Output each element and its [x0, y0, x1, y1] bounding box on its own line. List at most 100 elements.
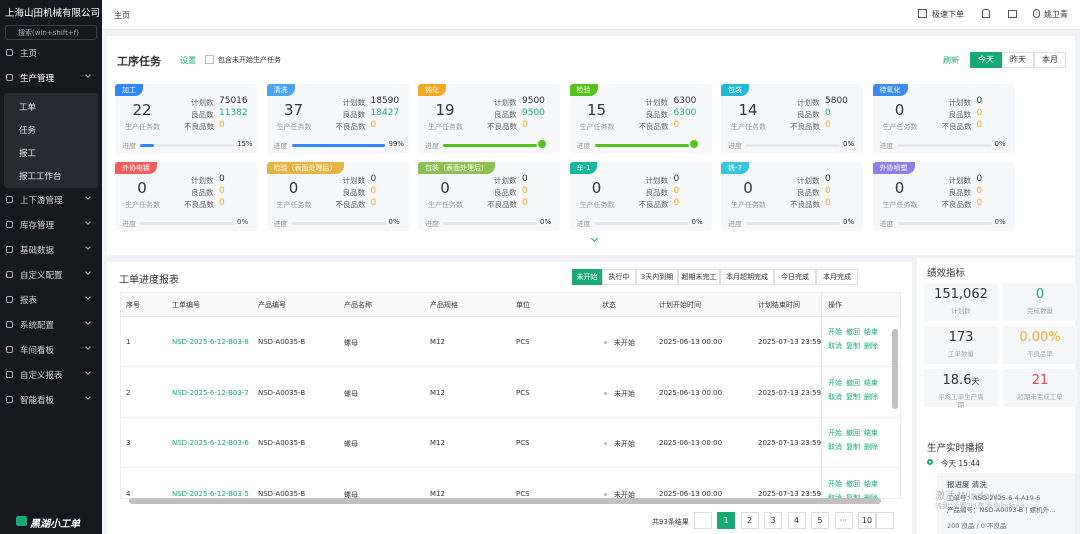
- task-card[interactable]: 待氧化 0 生产任务数 计划数 0 良品数 0 不良品数 0 进度 0%: [872, 84, 1015, 153]
- count-label: 生产任务数: [882, 201, 918, 209]
- quick-order[interactable]: 极速下单: [932, 10, 964, 19]
- menu-arrow: [85, 369, 91, 375]
- action-link[interactable]: 取消: [828, 342, 842, 350]
- action-link[interactable]: 删除: [864, 392, 878, 401]
- progress-track: [746, 144, 840, 147]
- page-button[interactable]: ···: [834, 512, 853, 529]
- filter-tab[interactable]: 执行中: [602, 269, 636, 285]
- menu-item[interactable]: 自定义报表: [20, 371, 63, 381]
- task-card[interactable]: 加工 22 生产任务数 计划数 75016 良品数 11382 不良品数 0 进度 15%: [115, 84, 257, 153]
- progress-track: [746, 222, 840, 225]
- action-link[interactable]: 取消: [828, 392, 842, 401]
- menu-item[interactable]: 自定义配置: [20, 271, 63, 281]
- task-card[interactable]: 检验（表面处理后） 0 生产任务数 计划数 0 良品数 0 不良品数 0 进度 0%: [266, 162, 409, 231]
- cell: 未开始: [614, 389, 635, 398]
- progress-text: 0%: [843, 218, 855, 226]
- page-button[interactable]: 3: [764, 512, 782, 529]
- good-value: 0: [673, 186, 680, 196]
- action-link[interactable]: 开始: [828, 429, 842, 437]
- action-link[interactable]: 结束: [864, 429, 878, 437]
- action-link[interactable]: 撤回: [846, 429, 860, 437]
- filter-tab[interactable]: 未开始: [572, 269, 602, 285]
- task-card[interactable]: 包装 14 生产任务数 计划数 5800 良品数 0 不良品数 0 进度 0%: [721, 84, 863, 153]
- menu-item[interactable]: 报表: [20, 296, 38, 306]
- page-button[interactable]: 4: [787, 512, 806, 529]
- action-link[interactable]: 取消: [828, 443, 842, 451]
- filter-tab[interactable]: 今日完成: [774, 269, 816, 285]
- menu-item[interactable]: 基础数据: [20, 246, 55, 256]
- count-label: 生产任务数: [731, 123, 766, 131]
- refresh[interactable]: 刷新: [943, 56, 959, 65]
- expand-arrow[interactable]: [590, 234, 599, 243]
- action-link[interactable]: 删除: [864, 342, 878, 350]
- icon-print: [1008, 10, 1017, 18]
- page-button[interactable]: 5: [811, 512, 829, 529]
- menu-item[interactable]: 智能看板: [20, 396, 55, 406]
- menu-item[interactable]: 上下游管理: [20, 196, 63, 206]
- menu-item[interactable]: 系统配置: [20, 321, 55, 331]
- count-label: 生产任务数: [579, 123, 615, 131]
- page-button[interactable]: 10: [858, 512, 876, 529]
- submenu-item[interactable]: 工单: [19, 103, 37, 113]
- task-card[interactable]: 清洗 37 生产任务数 计划数 18590 良品数 18427 不良品数 0 进度 99%: [266, 84, 409, 153]
- user[interactable]: 姚卫青: [1044, 10, 1068, 19]
- action-link[interactable]: 开始: [828, 328, 842, 336]
- filter-tab[interactable]: 本月超期完成: [720, 269, 774, 285]
- column-header: 产品编号: [258, 301, 286, 309]
- count-label: 生产任务数: [276, 123, 312, 131]
- action-link[interactable]: 撤回: [846, 479, 860, 488]
- task-card[interactable]: 铣-7 0 生产任务数 计划数 0 良品数 0 不良品数 0 进度 0%: [721, 162, 863, 231]
- action-link[interactable]: 复制: [846, 342, 860, 350]
- submenu-item[interactable]: 任务: [19, 126, 37, 136]
- task-card[interactable]: 外协喷塑 0 生产任务数 计划数 0 良品数 0 不良品数 0 进度 0%: [872, 162, 1015, 231]
- card-tag: 车-1: [569, 162, 598, 174]
- date-tab[interactable]: 昨天: [1002, 52, 1034, 68]
- page-next[interactable]: [876, 512, 894, 529]
- checkbox[interactable]: [205, 55, 214, 64]
- action-link[interactable]: 复制: [846, 392, 860, 401]
- search-placeholder[interactable]: 搜索(win+shift+f): [18, 29, 79, 37]
- page-button[interactable]: 2: [740, 512, 759, 529]
- page-prev[interactable]: [694, 512, 712, 529]
- action-link[interactable]: 复制: [846, 493, 860, 499]
- task-card[interactable]: 钝化 19 生产任务数 计划数 9500 良品数 9500 不良品数 0 进度: [418, 84, 560, 153]
- action-link[interactable]: 开始: [828, 479, 842, 488]
- action-link[interactable]: 结束: [864, 378, 878, 387]
- menu-arrow: [85, 394, 91, 400]
- task-card[interactable]: 包装（表面处理后） 0 生产任务数 计划数 0 良品数 0 不良品数 0 进度 0%: [418, 162, 560, 231]
- task-card[interactable]: 检验 15 生产任务数 计划数 6300 良品数 6300 不良品数 0 进度: [569, 84, 712, 153]
- progress-label: 进度: [122, 142, 136, 150]
- date-tab[interactable]: 今天: [970, 52, 1002, 68]
- action-link[interactable]: 撤回: [846, 328, 860, 336]
- menu-item[interactable]: 生产管理: [20, 74, 55, 84]
- action-link[interactable]: 删除: [864, 493, 878, 499]
- action-link[interactable]: 复制: [846, 443, 860, 451]
- menu-item[interactable]: 主页: [20, 49, 38, 59]
- report-panel: 工单进度报表 未开始 执行中 3天内到期 超期未完工 本月超期完成 今日完成 本月完成 序号 工单…: [107, 262, 912, 534]
- menu-item[interactable]: 车间看板: [20, 346, 55, 356]
- submenu-item[interactable]: 报工: [19, 149, 37, 159]
- action-link[interactable]: 结束: [864, 479, 878, 488]
- submenu-item[interactable]: 报工工作台: [19, 172, 62, 182]
- cell[interactable]: NSD-2025-6-12-B03-5: [172, 489, 249, 498]
- card-tag: 钝化: [418, 84, 446, 96]
- settings[interactable]: 设置: [180, 56, 196, 65]
- page-button[interactable]: 1: [717, 512, 735, 529]
- action-link[interactable]: 结束: [864, 328, 878, 336]
- cell[interactable]: NSD-2025-6-12-B03-8: [172, 338, 249, 346]
- action-link[interactable]: 删除: [864, 443, 878, 451]
- action-link[interactable]: 撤回: [846, 378, 860, 387]
- task-card[interactable]: 外协电镀 0 生产任务数 计划数 0 良品数 0 不良品数 0 进度 0%: [115, 162, 257, 231]
- action-link[interactable]: 开始: [828, 378, 842, 387]
- cell[interactable]: NSD-2025-6-12-B03-7: [172, 388, 249, 397]
- task-count: 15: [586, 101, 607, 119]
- filter-tab[interactable]: 本月完成: [816, 269, 858, 285]
- date-tab[interactable]: 本月: [1034, 52, 1066, 68]
- cell[interactable]: NSD-2025-6-12-B03-6: [172, 439, 249, 447]
- breadcrumb[interactable]: 主页: [114, 11, 130, 20]
- menu-item[interactable]: 库存管理: [20, 221, 55, 231]
- filter-tab[interactable]: 3天内到期: [636, 269, 678, 285]
- filter-tab[interactable]: 超期未完工: [678, 269, 720, 285]
- action-link[interactable]: 取消: [828, 493, 842, 499]
- task-card[interactable]: 车-1 0 生产任务数 计划数 0 良品数 0 不良品数 0 进度 0%: [569, 162, 712, 231]
